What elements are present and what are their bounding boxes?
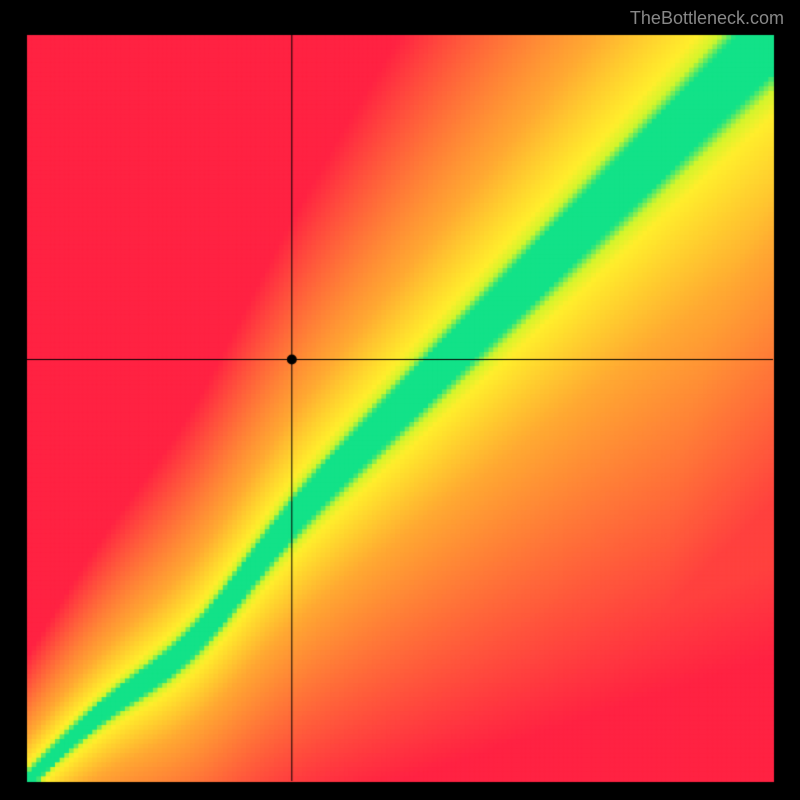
watermark-text: TheBottleneck.com	[630, 8, 784, 29]
bottleneck-heatmap	[0, 0, 800, 800]
